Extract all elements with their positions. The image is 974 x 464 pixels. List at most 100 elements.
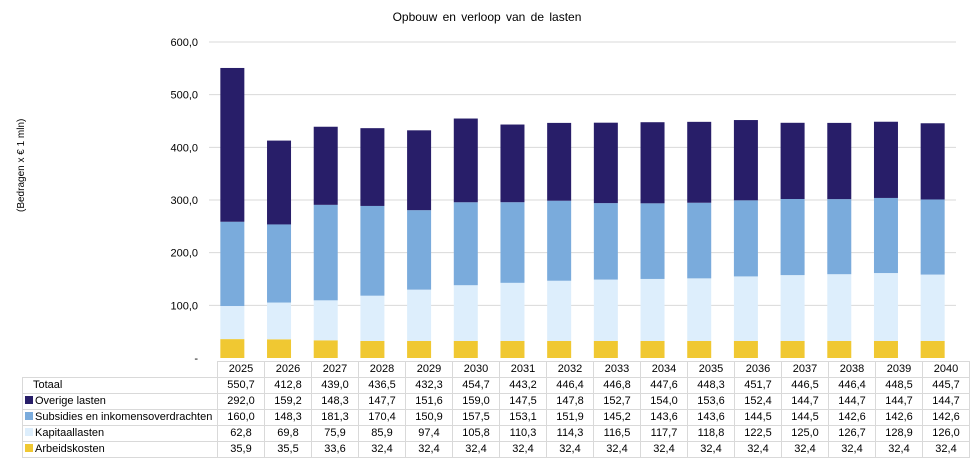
table-cell: 117,7 — [640, 425, 688, 442]
bar-subsidies-en-inkomensoverdrachten-2029 — [407, 210, 432, 290]
table-cell: 32,4 — [734, 441, 782, 458]
x-tick-label: 2038 — [828, 361, 876, 378]
row-label: Arbeidskosten — [22, 441, 218, 458]
table-cell: 432,3 — [405, 377, 453, 394]
bar-subsidies-en-inkomensoverdrachten-2036 — [733, 200, 758, 277]
table-cell: 446,8 — [593, 377, 641, 394]
x-tick-label: 2039 — [875, 361, 923, 378]
x-tick-label: 2037 — [781, 361, 829, 378]
bar-stack-2027 — [313, 126, 338, 358]
bar-stack-2039 — [873, 121, 898, 358]
bar-arbeidskosten-2029 — [407, 340, 432, 358]
x-tick-label: 2027 — [311, 361, 359, 378]
y-axis-ticks: - 100,0 200,0 300,0 400,0 500,0 600,0 — [170, 37, 198, 362]
bar-stack-2038 — [827, 122, 852, 358]
legend-label: Kapitaallasten — [35, 427, 105, 439]
bar-arbeidskosten-2030 — [453, 340, 478, 358]
table-cell: 144,7 — [781, 393, 829, 410]
table-cell: 152,4 — [734, 393, 782, 410]
bar-arbeidskosten-2032 — [547, 340, 572, 358]
row-label: Overige lasten — [22, 393, 218, 410]
x-tick-label: 2035 — [687, 361, 735, 378]
bar-overige-lasten-2025 — [220, 67, 245, 222]
bar-subsidies-en-inkomensoverdrachten-2025 — [220, 221, 245, 307]
table-cell: 170,4 — [358, 409, 406, 426]
bar-stack-2030 — [453, 118, 478, 358]
y-tick-label: 500,0 — [170, 90, 198, 102]
bar-stack-2040 — [920, 123, 945, 358]
x-tick-label: 2026 — [264, 361, 312, 378]
bar-stack-2025 — [220, 67, 245, 358]
bar-stack-2033 — [593, 122, 618, 358]
x-tick-label: 2028 — [358, 361, 406, 378]
x-tick-label: 2036 — [734, 361, 782, 378]
table-cell: 439,0 — [311, 377, 359, 394]
table-cell: 62,8 — [217, 425, 265, 442]
table-cell: 446,5 — [781, 377, 829, 394]
table-corner — [23, 362, 218, 378]
bar-kapitaallasten-2037 — [780, 275, 805, 341]
bar-overige-lasten-2028 — [360, 128, 385, 206]
bar-subsidies-en-inkomensoverdrachten-2033 — [593, 203, 618, 280]
table-cell: 157,5 — [452, 409, 500, 426]
bar-subsidies-en-inkomensoverdrachten-2037 — [780, 198, 805, 276]
chart-plot: - 100,0 200,0 300,0 400,0 500,0 600,0 — [170, 37, 956, 362]
bar-stack-2026 — [267, 140, 292, 358]
table-cell: 32,4 — [828, 441, 876, 458]
table-cell: 32,4 — [452, 441, 500, 458]
table-cell: 32,4 — [593, 441, 641, 458]
bar-stack-2035 — [687, 121, 712, 358]
legend-swatch — [25, 396, 33, 404]
table-cell: 126,0 — [922, 425, 970, 442]
bar-kapitaallasten-2032 — [547, 280, 572, 341]
bar-overige-lasten-2034 — [640, 122, 665, 204]
table-cell: 128,9 — [875, 425, 923, 442]
table-cell: 153,6 — [687, 393, 735, 410]
y-tick-label: 600,0 — [170, 37, 198, 49]
bar-kapitaallasten-2033 — [593, 279, 618, 341]
table-cell: 436,5 — [358, 377, 406, 394]
table-row: Arbeidskosten 35,9 35,5 33,6 32,4 32,4 32,4 32,… — [22, 441, 970, 458]
bar-arbeidskosten-2038 — [827, 340, 852, 358]
bar-kapitaallasten-2027 — [313, 300, 338, 341]
bar-arbeidskosten-2025 — [220, 339, 245, 358]
x-tick-label: 2032 — [546, 361, 594, 378]
chart-title: Opbouw en verloop van de lasten — [392, 10, 582, 24]
bar-stack-2032 — [547, 122, 572, 358]
table-cell: 447,6 — [640, 377, 688, 394]
bar-kapitaallasten-2028 — [360, 295, 385, 341]
bar-overige-lasten-2031 — [500, 124, 525, 203]
x-tick-label: 2029 — [405, 361, 453, 378]
table-header-row: 2025 2026 2027 2028 2029 2030 2031 2032 2033 2034… — [23, 361, 970, 378]
bar-subsidies-en-inkomensoverdrachten-2039 — [873, 197, 898, 274]
x-tick-label: 2031 — [499, 361, 547, 378]
table-cell: 147,8 — [546, 393, 594, 410]
x-tick-label: 2034 — [640, 361, 688, 378]
legend-label: Arbeidskosten — [35, 443, 105, 455]
table-cell: 32,4 — [499, 441, 547, 458]
table-cell: 143,6 — [687, 409, 735, 426]
table-cell: 152,7 — [593, 393, 641, 410]
bar-subsidies-en-inkomensoverdrachten-2035 — [687, 202, 712, 279]
table-cell: 144,7 — [922, 393, 970, 410]
table-cell: 145,2 — [593, 409, 641, 426]
table-cell: 151,9 — [546, 409, 594, 426]
table-cell: 550,7 — [217, 377, 265, 394]
table-cell: 412,8 — [264, 377, 312, 394]
table-cell: 32,4 — [687, 441, 735, 458]
bar-stack-2029 — [407, 130, 432, 358]
table-cell: 448,5 — [875, 377, 923, 394]
bar-kapitaallasten-2029 — [407, 289, 432, 341]
bar-kapitaallasten-2036 — [733, 276, 758, 341]
table-cell: 97,4 — [405, 425, 453, 442]
bar-arbeidskosten-2035 — [687, 340, 712, 358]
table-cell: 35,5 — [264, 441, 312, 458]
table-cell: 32,4 — [640, 441, 688, 458]
bar-kapitaallasten-2040 — [920, 274, 945, 341]
table-cell: 32,4 — [875, 441, 923, 458]
bar-overige-lasten-2033 — [593, 122, 618, 204]
table-cell: 446,4 — [828, 377, 876, 394]
table-cell: 451,7 — [734, 377, 782, 394]
bar-overige-lasten-2038 — [827, 122, 852, 200]
table-cell: 443,2 — [499, 377, 547, 394]
